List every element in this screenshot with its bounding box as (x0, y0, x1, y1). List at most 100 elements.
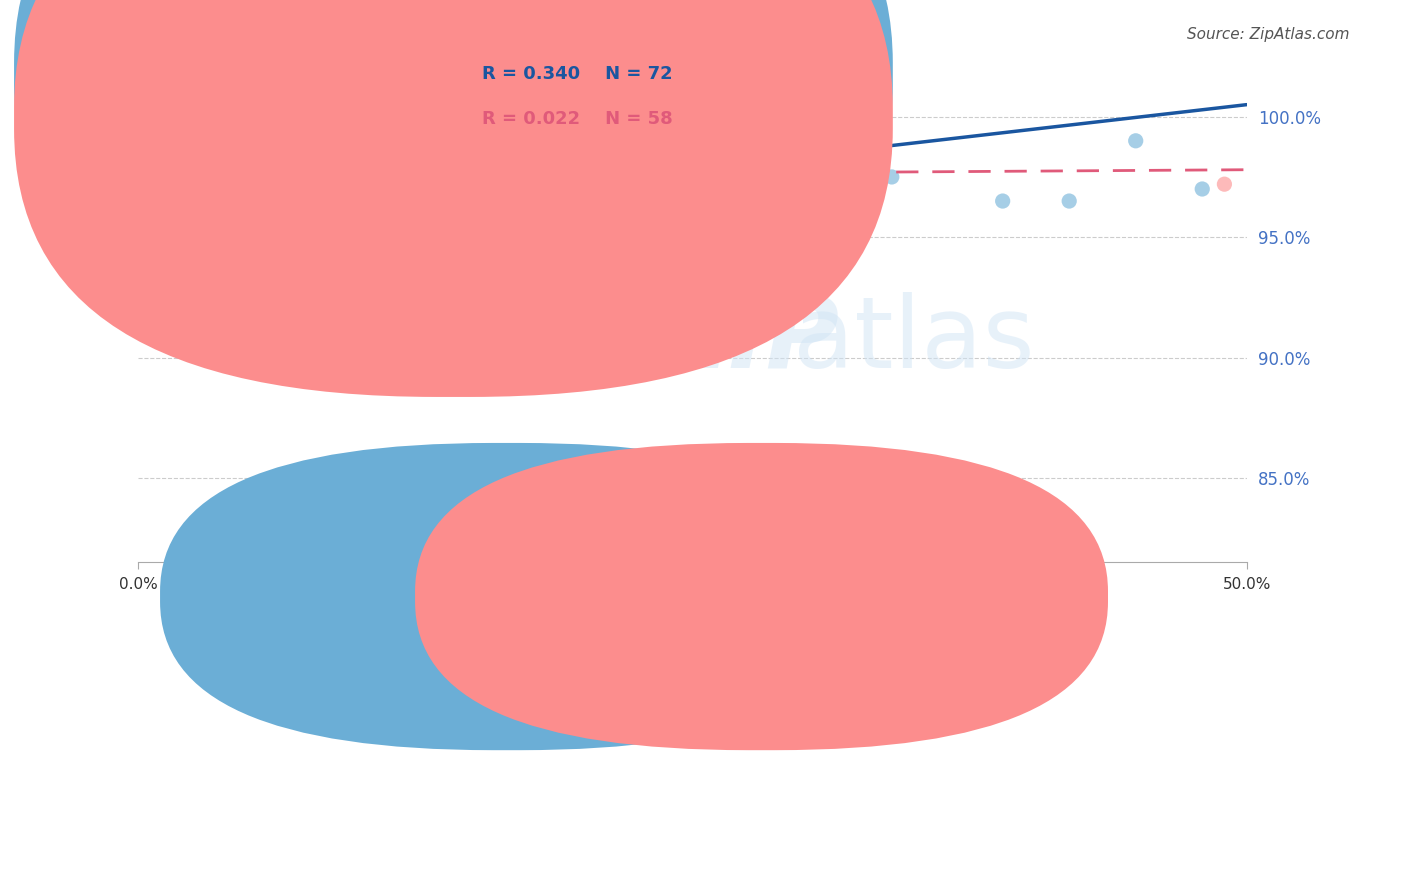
Text: IMMIGRANTS FROM HONDURAS VS SIERRA LEONEAN 3RD GRADE CORRELATION CHART: IMMIGRANTS FROM HONDURAS VS SIERRA LEONE… (56, 27, 844, 45)
Sierra Leoneans (135, 145, 157, 160)
Immigrants from Honduras (392, 192, 415, 206)
Immigrants from Honduras (292, 196, 315, 211)
Sierra Leoneans (146, 179, 169, 194)
Text: Immigrants from Honduras: Immigrants from Honduras (478, 597, 685, 612)
Sierra Leoneans (1213, 177, 1236, 191)
Immigrants from Honduras (592, 326, 614, 341)
Sierra Leoneans (281, 177, 304, 191)
Sierra Leoneans (135, 161, 157, 175)
Sierra Leoneans (166, 194, 188, 208)
Immigrants from Honduras (142, 186, 165, 201)
Sierra Leoneans (349, 194, 371, 208)
Text: Source: ZipAtlas.com: Source: ZipAtlas.com (1187, 27, 1350, 42)
Sierra Leoneans (131, 134, 153, 148)
Text: R = 0.022    N = 58: R = 0.022 N = 58 (482, 110, 673, 128)
Immigrants from Honduras (135, 145, 157, 160)
Sierra Leoneans (162, 201, 184, 215)
Sierra Leoneans (134, 138, 156, 153)
Immigrants from Honduras (184, 194, 207, 208)
Text: 0.0%: 0.0% (118, 577, 157, 592)
Sierra Leoneans (157, 169, 180, 184)
Immigrants from Honduras (249, 194, 271, 208)
Immigrants from Honduras (145, 201, 167, 215)
Immigrants from Honduras (271, 206, 294, 220)
Sierra Leoneans (131, 168, 153, 182)
Sierra Leoneans (215, 194, 238, 208)
Sierra Leoneans (181, 194, 204, 208)
Sierra Leoneans (146, 196, 169, 211)
Sierra Leoneans (233, 186, 256, 201)
Immigrants from Honduras (149, 192, 172, 206)
Immigrants from Honduras (692, 338, 714, 352)
Immigrants from Honduras (198, 199, 221, 213)
Immigrants from Honduras (748, 206, 770, 220)
Immigrants from Honduras (207, 206, 229, 220)
Sierra Leoneans (141, 158, 163, 172)
Sierra Leoneans (304, 201, 326, 215)
Immigrants from Honduras (260, 182, 283, 196)
Sierra Leoneans (131, 151, 153, 165)
Immigrants from Honduras (637, 226, 659, 240)
Immigrants from Honduras (145, 169, 167, 184)
FancyBboxPatch shape (160, 443, 853, 750)
Sierra Leoneans (249, 206, 271, 220)
Immigrants from Honduras (138, 182, 160, 196)
Immigrants from Honduras (281, 177, 304, 191)
Sierra Leoneans (337, 177, 360, 191)
Sierra Leoneans (198, 186, 221, 201)
Immigrants from Honduras (150, 196, 173, 211)
Sierra Leoneans (145, 192, 167, 206)
FancyBboxPatch shape (415, 443, 1108, 750)
Immigrants from Honduras (304, 194, 326, 208)
Immigrants from Honduras (146, 186, 169, 201)
Sierra Leoneans (149, 168, 172, 182)
Immigrants from Honduras (326, 206, 349, 220)
Immigrants from Honduras (176, 218, 198, 232)
Text: R = 0.340    N = 72: R = 0.340 N = 72 (482, 65, 673, 83)
Immigrants from Honduras (202, 194, 225, 208)
Immigrants from Honduras (437, 206, 460, 220)
Sierra Leoneans (149, 186, 172, 201)
Sierra Leoneans (326, 186, 349, 201)
Immigrants from Honduras (315, 182, 337, 196)
Immigrants from Honduras (371, 206, 394, 220)
Sierra Leoneans (129, 158, 152, 172)
Immigrants from Honduras (142, 206, 165, 220)
Text: ZIP: ZIP (657, 292, 839, 389)
Sierra Leoneans (142, 168, 165, 182)
Immigrants from Honduras (204, 211, 226, 225)
Sierra Leoneans (176, 211, 198, 225)
Sierra Leoneans (141, 175, 163, 189)
Immigrants from Honduras (131, 138, 153, 153)
Immigrants from Honduras (215, 182, 238, 196)
Immigrants from Honduras (229, 186, 252, 201)
Sierra Leoneans (138, 185, 160, 199)
Immigrants from Honduras (256, 186, 278, 201)
Sierra Leoneans (138, 168, 160, 182)
Immigrants from Honduras (172, 203, 194, 218)
Sierra Leoneans (156, 192, 179, 206)
Sierra Leoneans (142, 185, 165, 199)
Immigrants from Honduras (160, 206, 183, 220)
Immigrants from Honduras (181, 177, 204, 191)
Immigrants from Honduras (195, 213, 218, 227)
Sierra Leoneans (150, 182, 173, 196)
Sierra Leoneans (271, 186, 294, 201)
Immigrants from Honduras (349, 199, 371, 213)
Immigrants from Honduras (157, 211, 180, 225)
Sierra Leoneans (138, 153, 160, 167)
Immigrants from Honduras (1191, 182, 1213, 196)
Immigrants from Honduras (141, 162, 163, 177)
Sierra Leoneans (135, 177, 157, 191)
Immigrants from Honduras (156, 218, 179, 232)
Immigrants from Honduras (226, 177, 249, 191)
Immigrants from Honduras (149, 211, 172, 225)
Sierra Leoneans (260, 169, 283, 184)
Sierra Leoneans (292, 194, 315, 208)
Immigrants from Honduras (165, 216, 187, 230)
Immigrants from Honduras (1057, 194, 1080, 208)
Sierra Leoneans (134, 169, 156, 184)
Immigrants from Honduras (503, 201, 526, 215)
Immigrants from Honduras (138, 194, 160, 208)
Immigrants from Honduras (193, 203, 215, 218)
